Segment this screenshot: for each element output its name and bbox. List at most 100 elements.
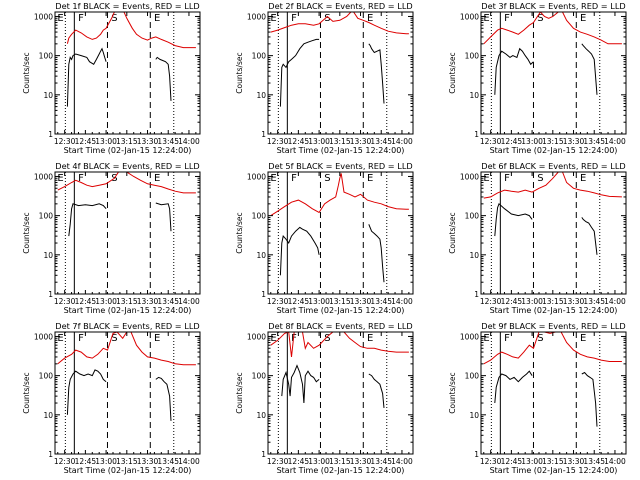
marker-letter: F	[78, 173, 84, 184]
x-tick-label: 13:15	[116, 457, 138, 466]
marker-letter: E	[580, 13, 586, 24]
x-tick-label: 13:45	[583, 297, 605, 306]
x-tick-label: 13:30	[137, 457, 159, 466]
x-axis-label: Start Time (02-Jan-15 12:24:00)	[64, 146, 192, 155]
marker-letter: S	[111, 333, 117, 344]
x-tick-label: 14:00	[178, 137, 200, 146]
x-tick-label: 13:00	[521, 297, 543, 306]
x-tick-label: 13:15	[542, 297, 564, 306]
plot-frame	[480, 11, 627, 135]
series-lld	[270, 332, 409, 357]
panel-title: Det 5f BLACK = Events, RED = LLD	[268, 161, 412, 171]
y-axis-label: Counts/sec	[235, 212, 244, 253]
marker-letter: S	[324, 333, 330, 344]
x-tick-label: 12:30	[54, 457, 76, 466]
x-tick-label: 14:00	[391, 137, 413, 146]
x-tick-label: 14:00	[604, 137, 626, 146]
x-tick-label: 13:45	[157, 297, 179, 306]
y-tick-label: 100	[465, 52, 480, 61]
y-tick-label: 1000	[460, 172, 479, 181]
y-tick-label: 1	[48, 130, 53, 139]
series-lld	[270, 173, 409, 217]
y-tick-label: 100	[465, 212, 480, 221]
panel-title: Det 6f BLACK = Events, RED = LLD	[481, 161, 625, 171]
series-events	[68, 202, 172, 237]
series-events	[281, 364, 385, 408]
x-tick-label: 13:45	[370, 297, 392, 306]
x-axis-label: Start Time (02-Jan-15 12:24:00)	[277, 466, 405, 475]
panel-7: Det 7f BLACK = Events, RED = LLD E F S E 12:3…	[22, 321, 201, 475]
x-tick-label: 12:45	[501, 137, 523, 146]
y-tick-label: 10	[43, 251, 53, 260]
marker-letter: F	[504, 13, 510, 24]
x-axis-label: Start Time (02-Jan-15 12:24:00)	[277, 146, 405, 155]
marker-letter: E	[367, 13, 373, 24]
x-tick-label: 13:45	[157, 137, 179, 146]
y-tick-label: 1	[474, 130, 479, 139]
y-tick-label: 1000	[34, 332, 53, 341]
y-axis-label: Counts/sec	[448, 52, 457, 93]
y-tick-label: 100	[39, 372, 54, 381]
marker-letter: E	[483, 13, 489, 24]
x-tick-label: 14:00	[391, 297, 413, 306]
y-tick-label: 10	[469, 411, 479, 420]
plot-frame	[267, 331, 414, 455]
series-lld	[270, 12, 409, 35]
panel-2: Det 2f BLACK = Events, RED = LLD E F S E 12:3…	[235, 1, 414, 155]
y-tick-label: 1	[48, 290, 53, 299]
y-tick-label: 1	[474, 450, 479, 459]
marker-letter: S	[111, 13, 117, 24]
marker-letter: E	[57, 13, 63, 24]
y-tick-label: 1000	[460, 332, 479, 341]
panel-8: Det 8f BLACK = Events, RED = LLD E F S E 12:3…	[235, 321, 414, 475]
panel-title: Det 8f BLACK = Events, RED = LLD	[268, 321, 412, 331]
panel-title: Det 9f BLACK = Events, RED = LLD	[481, 321, 625, 331]
panel-title: Det 3f BLACK = Events, RED = LLD	[481, 1, 625, 11]
x-tick-label: 13:30	[137, 137, 159, 146]
x-axis-label: Start Time (02-Jan-15 12:24:00)	[490, 146, 618, 155]
y-tick-label: 1	[261, 450, 266, 459]
y-tick-label: 10	[256, 251, 266, 260]
y-tick-label: 10	[469, 251, 479, 260]
marker-letter: E	[154, 333, 160, 344]
panel-title: Det 7f BLACK = Events, RED = LLD	[55, 321, 199, 331]
x-tick-label: 13:30	[563, 137, 585, 146]
x-tick-label: 14:00	[391, 457, 413, 466]
x-tick-label: 13:15	[116, 297, 138, 306]
x-tick-label: 13:45	[370, 457, 392, 466]
plot-frame	[267, 11, 414, 135]
marker-letter: F	[291, 173, 297, 184]
panel-6: Det 6f BLACK = Events, RED = LLD E F S E 12:3…	[448, 161, 627, 315]
y-axis-label: Counts/sec	[22, 372, 31, 413]
x-tick-label: 13:15	[329, 297, 351, 306]
x-tick-label: 14:00	[178, 297, 200, 306]
y-tick-label: 10	[43, 411, 53, 420]
y-tick-label: 10	[256, 411, 266, 420]
x-tick-label: 13:45	[157, 457, 179, 466]
y-tick-label: 1000	[34, 172, 53, 181]
panel-title: Det 1f BLACK = Events, RED = LLD	[55, 1, 199, 11]
x-tick-label: 12:45	[75, 297, 97, 306]
marker-letter: E	[154, 173, 160, 184]
x-tick-label: 13:30	[563, 457, 585, 466]
series-events	[494, 202, 598, 255]
y-axis-label: Counts/sec	[448, 212, 457, 253]
y-axis-label: Counts/sec	[235, 372, 244, 413]
marker-letter: F	[291, 13, 297, 24]
panel-title: Det 2f BLACK = Events, RED = LLD	[268, 1, 412, 11]
x-axis-label: Start Time (02-Jan-15 12:24:00)	[64, 306, 192, 315]
panel-title: Det 4f BLACK = Events, RED = LLD	[55, 161, 199, 171]
marker-letter: E	[367, 333, 373, 344]
x-tick-label: 13:30	[350, 457, 372, 466]
x-tick-label: 13:00	[95, 137, 117, 146]
y-tick-label: 1	[261, 130, 266, 139]
x-tick-label: 14:00	[604, 457, 626, 466]
x-tick-label: 13:00	[308, 297, 330, 306]
series-events	[494, 370, 598, 427]
x-tick-label: 13:30	[563, 297, 585, 306]
y-axis-label: Counts/sec	[22, 52, 31, 93]
x-tick-label: 13:00	[308, 137, 330, 146]
y-tick-label: 100	[39, 212, 54, 221]
x-tick-label: 12:30	[267, 457, 289, 466]
x-axis-label: Start Time (02-Jan-15 12:24:00)	[490, 466, 618, 475]
